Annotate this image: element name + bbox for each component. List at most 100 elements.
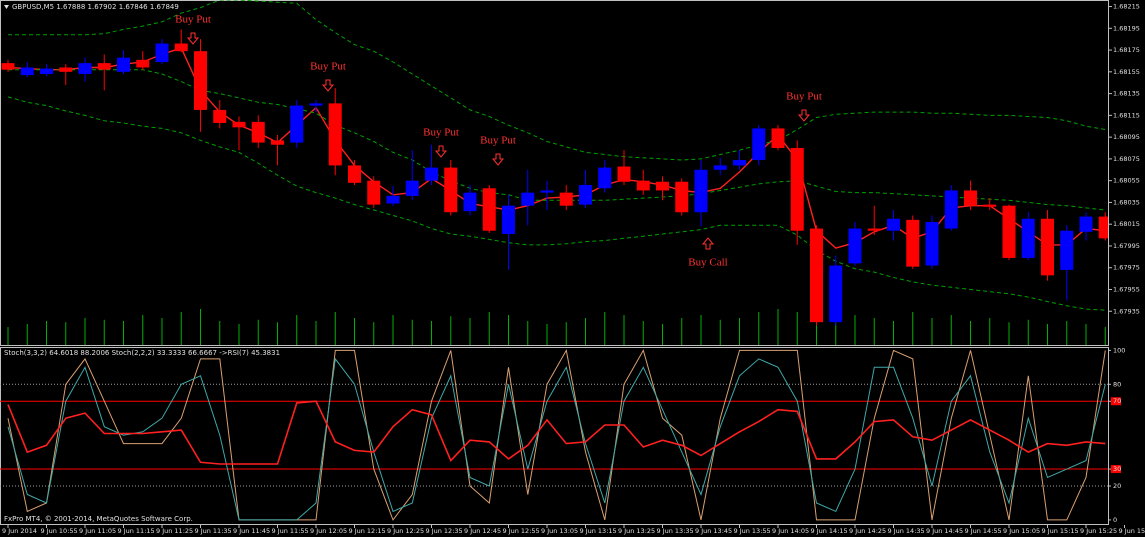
candle-body <box>1021 218 1035 258</box>
level-badge <box>1111 397 1121 406</box>
x-tick-label: 9 Jun 12:05 <box>310 527 347 535</box>
candle-body <box>810 228 823 323</box>
signal-label: Buy Call <box>688 257 727 269</box>
x-tick-label: 9 Jun 15:15 <box>1042 527 1079 535</box>
y-tick-label: 1.67995 <box>1113 242 1140 250</box>
signal-label: Buy Put <box>175 14 211 26</box>
put-arrow <box>434 145 448 158</box>
x-tick-label: 9 Jun 2014 <box>2 527 37 535</box>
candle-body <box>964 190 977 206</box>
osc-title: Stoch(3,3,2) 64.6018 88.2006 Stoch(2,2,2… <box>4 349 280 357</box>
osc-frame <box>0 347 1109 525</box>
put-arrow <box>797 109 811 122</box>
candle-body <box>251 121 265 143</box>
y-tick-label: 1.68075 <box>1113 155 1140 163</box>
footer: FxPro MT4, © 2001-2014, MetaQuotes Softw… <box>4 515 193 523</box>
band-line <box>8 0 1106 161</box>
main-title: GBPUSD,M5 1.67888 1.67902 1.67846 1.6784… <box>12 3 179 11</box>
x-tick-label: 9 Jun 15:05 <box>1003 527 1040 535</box>
y-tick-label: 1.68095 <box>1113 133 1140 141</box>
y-tick-label: 1.67935 <box>1113 307 1140 315</box>
x-tick-label: 9 Jun 12:25 <box>387 527 424 535</box>
candle-body <box>944 190 958 229</box>
band-line <box>8 69 1106 211</box>
candle-body <box>752 128 766 160</box>
y-tick-label: 1.67955 <box>1113 285 1140 293</box>
x-tick-label: 9 Jun 15:35 <box>1119 527 1145 535</box>
put-arrow <box>186 32 200 45</box>
y-tick-label: 1.68155 <box>1113 68 1140 76</box>
candle-body <box>1060 230 1074 270</box>
x-tick-label: 9 Jun 10:55 <box>41 527 78 535</box>
x-tick-label: 9 Jun 11:15 <box>118 527 155 535</box>
y-tick-label: 100 <box>1113 346 1125 354</box>
y-tick-label: 30 <box>1113 465 1121 473</box>
osc-line <box>7 348 1106 521</box>
osc-line <box>7 400 1106 465</box>
candle-body <box>444 167 458 213</box>
candle-body <box>136 59 150 68</box>
x-tick-label: 9 Jun 12:35 <box>426 527 463 535</box>
x-tick-label: 9 Jun 14:15 <box>811 527 848 535</box>
x-tick-label: 9 Jun 13:15 <box>580 527 617 535</box>
call-arrow <box>701 237 715 250</box>
candle-body <box>78 63 92 75</box>
signal-label: Buy Put <box>786 91 822 103</box>
candle-body <box>482 188 496 231</box>
candle-body <box>59 67 73 72</box>
x-tick-label: 9 Jun 13:35 <box>657 527 694 535</box>
candle-body <box>20 67 34 76</box>
candle-body <box>521 192 535 206</box>
candle-body <box>983 204 997 207</box>
x-tick-label: 9 Jun 12:15 <box>349 527 386 535</box>
candle-body <box>925 222 939 266</box>
signal-label: Buy Put <box>480 135 516 147</box>
candle-body <box>117 57 130 72</box>
y-tick-label: 1.68015 <box>1113 220 1140 228</box>
candle-body <box>694 169 708 213</box>
candle-body <box>232 121 246 128</box>
x-tick-label: 9 Jun 11:25 <box>156 527 193 535</box>
candle-body <box>1041 218 1054 276</box>
candle-body <box>1 63 15 70</box>
y-tick-label: 1.68115 <box>1113 111 1140 119</box>
candle-body <box>1098 216 1108 239</box>
y-tick-label: 1.68195 <box>1113 24 1140 32</box>
y-tick-label: 1.67975 <box>1113 264 1140 272</box>
candle-body <box>367 180 381 205</box>
x-tick-label: 9 Jun 13:55 <box>734 527 771 535</box>
candle-body <box>733 159 746 166</box>
axes: 1.68215 1.68195 1.68175 1.68155 1.68135 1.681… <box>2 3 1145 535</box>
x-tick-label: 9 Jun 11:35 <box>195 527 232 535</box>
candle-body <box>97 63 111 70</box>
candle-body <box>848 228 862 264</box>
y-tick-label: 70 <box>1113 397 1121 405</box>
symbol-menu-icon <box>4 5 9 9</box>
candle-body <box>887 218 900 231</box>
x-tick-label: 9 Jun 12:45 <box>464 527 501 535</box>
candle-body <box>174 43 188 52</box>
candle-body <box>386 195 400 204</box>
candle-body <box>713 165 727 170</box>
candle-body <box>559 192 573 206</box>
candle-body <box>328 103 342 166</box>
y-tick-label: 1.68215 <box>1113 3 1140 11</box>
candle-body <box>771 128 785 149</box>
candle-body <box>906 219 920 267</box>
x-tick-label: 9 Jun 14:45 <box>926 527 963 535</box>
band-line <box>7 96 1106 311</box>
y-tick-label: 80 <box>1113 380 1121 388</box>
candle-body <box>675 181 689 213</box>
osc-plot <box>0 348 1108 521</box>
y-tick-label: 20 <box>1113 482 1121 490</box>
x-tick-label: 9 Jun 15:25 <box>1080 527 1117 535</box>
candle-body <box>617 166 631 182</box>
candle-body <box>502 205 515 234</box>
x-tick-label: 9 Jun 12:55 <box>503 527 540 535</box>
put-arrow <box>491 153 505 166</box>
y-tick-label: 0 <box>1113 516 1117 524</box>
candle-body <box>463 192 477 212</box>
main-plot: Buy Put Buy Put Buy Put Buy Put Buy Put Buy C… <box>1 0 1108 345</box>
y-tick-label: 1.68035 <box>1113 198 1140 206</box>
